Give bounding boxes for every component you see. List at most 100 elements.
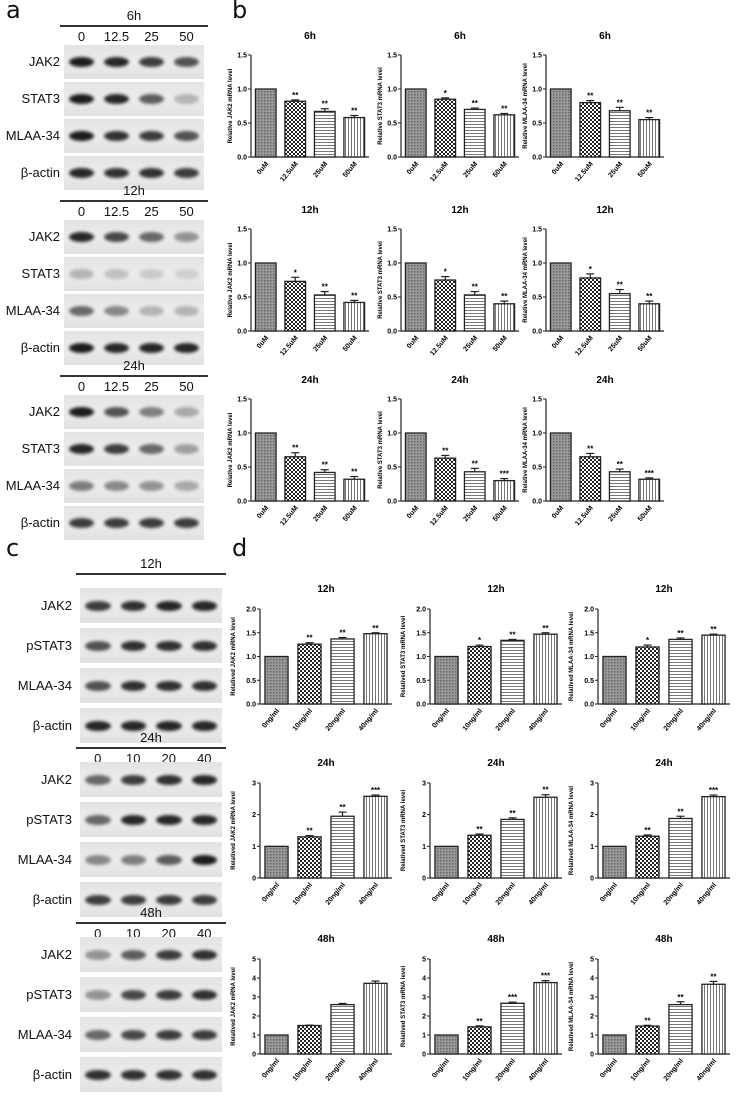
y-tick-label: 1.5 bbox=[237, 53, 247, 60]
significance-marker: ** bbox=[542, 624, 549, 633]
significance-marker: ** bbox=[351, 107, 358, 116]
lane-label: 25 bbox=[144, 29, 159, 44]
bar-chart-b-24h: 24h Relative JAK2 mRNA level 0.0 0.5 1.0 1.5 0… bbox=[228, 375, 369, 527]
blot-band bbox=[139, 269, 164, 279]
x-tick-label: 12.5uM bbox=[429, 161, 450, 184]
y-tick-label: 5 bbox=[252, 957, 256, 964]
blot-row-label: STAT3 bbox=[21, 91, 60, 106]
blot-strip bbox=[64, 469, 204, 503]
bar bbox=[343, 301, 366, 332]
blot-band bbox=[104, 407, 129, 417]
lane-label: 25 bbox=[144, 379, 159, 394]
blot-band bbox=[120, 854, 146, 865]
blot-band bbox=[174, 481, 199, 491]
y-tick-label: 1 bbox=[252, 844, 256, 851]
x-tick-label: 40ng/ml bbox=[696, 1058, 718, 1083]
bar bbox=[284, 100, 307, 158]
y-tick-label: 0.0 bbox=[584, 702, 594, 709]
blot-header-line bbox=[76, 573, 226, 575]
bar bbox=[297, 1024, 322, 1055]
y-tick-label: 1 bbox=[252, 1033, 256, 1040]
bar bbox=[608, 471, 631, 502]
significance-marker: ** bbox=[339, 803, 346, 812]
blot-row-label: STAT3 bbox=[21, 441, 60, 456]
y-tick-label: 1.0 bbox=[532, 261, 542, 268]
bar-chart-d-12h: 12h Relatived JAK2 mRNA level 0.0 0.5 1.0 1.5… bbox=[231, 584, 392, 733]
y-axis-label: Relative STAT3 mRNA level bbox=[378, 67, 384, 145]
x-tick-label: 10ng/ml bbox=[630, 1058, 652, 1083]
x-tick-label: 0ng/ml bbox=[431, 882, 451, 904]
significance-marker: * bbox=[478, 636, 482, 645]
blot-time-header: 24h bbox=[123, 358, 145, 373]
bar-chart-d-24h: 24h Relatived MLAA-34 mRNA level 0 1 2 3 0ng/m… bbox=[569, 758, 730, 907]
blot-band bbox=[69, 131, 94, 141]
blot-strip bbox=[64, 294, 204, 328]
bar bbox=[608, 110, 631, 158]
bar-chart-d-48h: 48h Relatived JAK2 mRNA level 0 1 2 3 4 5 0ng/ml… bbox=[231, 934, 392, 1083]
bar bbox=[549, 88, 572, 158]
x-tick-label: 40ng/ml bbox=[358, 1058, 380, 1083]
blot-strip bbox=[80, 1057, 222, 1092]
blot-band bbox=[85, 1029, 111, 1040]
bar bbox=[363, 633, 388, 705]
blot-band bbox=[139, 168, 164, 178]
blot-time-header: 24h bbox=[140, 730, 162, 745]
y-axis-label: Relatived MLAA-34 mRNA level bbox=[569, 786, 575, 875]
blot-band bbox=[191, 720, 217, 731]
blot-band bbox=[104, 444, 129, 454]
x-tick-label: 0ng/ml bbox=[599, 708, 619, 730]
blot-strip bbox=[64, 220, 204, 254]
chart-title: 24h bbox=[655, 758, 672, 769]
lane-label: 25 bbox=[144, 204, 159, 219]
y-tick-label: 0.0 bbox=[237, 329, 247, 336]
significance-marker: ** bbox=[501, 104, 508, 113]
y-tick-label: 0.5 bbox=[237, 295, 247, 302]
x-tick-label: 20ng/ml bbox=[495, 1058, 517, 1083]
x-tick-label: 0ng/ml bbox=[599, 882, 619, 904]
significance-marker: ** bbox=[677, 629, 684, 638]
blot-row-label: MLAA-34 bbox=[5, 303, 60, 318]
bar bbox=[467, 1026, 492, 1055]
blot-band bbox=[139, 444, 164, 454]
x-tick-label: 40ng/ml bbox=[528, 1058, 550, 1083]
blot-strip bbox=[80, 668, 222, 703]
bar bbox=[434, 98, 457, 158]
y-tick-label: 2 bbox=[422, 1014, 426, 1021]
chart-title: 24h bbox=[596, 375, 613, 386]
y-axis-label: Relative JAK2 mRNA level bbox=[228, 68, 234, 143]
blot-band bbox=[174, 131, 199, 141]
x-tick-label: 0ng/ml bbox=[261, 1058, 281, 1080]
chart-title: 48h bbox=[487, 934, 504, 945]
bar bbox=[434, 457, 457, 502]
blot-strip bbox=[80, 802, 222, 837]
x-tick-label: 50uM bbox=[342, 161, 359, 179]
x-tick-label: 0uM bbox=[406, 335, 420, 350]
y-axis-label: Relatived STAT3 mRNA level bbox=[401, 966, 407, 1048]
bar bbox=[463, 471, 486, 502]
x-tick-label: 10ng/ml bbox=[292, 1058, 314, 1083]
x-tick-label: 10ng/ml bbox=[462, 1058, 484, 1083]
panel-label-b: b bbox=[232, 0, 248, 24]
chart-title: 12h bbox=[301, 205, 318, 216]
bar-chart-b-12h: 12h Relative STAT3 mRNA level 0.0 0.5 1.0 1.5… bbox=[378, 205, 519, 357]
blot-band bbox=[174, 269, 199, 279]
x-tick-label: 50uM bbox=[637, 161, 654, 179]
y-axis-label: Relatived MLAA-34 mRNA level bbox=[569, 612, 575, 701]
bar-chart-b-12h: 12h Relative JAK2 mRNA level 0.0 0.5 1.0 1.5 0… bbox=[228, 205, 369, 357]
y-tick-label: 2 bbox=[590, 1014, 594, 1021]
bar bbox=[404, 262, 427, 332]
x-tick-label: 50uM bbox=[637, 335, 654, 353]
blot-band bbox=[174, 306, 199, 316]
significance-marker: ** bbox=[501, 292, 508, 301]
bar bbox=[602, 845, 627, 879]
y-tick-label: 0.5 bbox=[532, 465, 542, 472]
y-tick-label: 4 bbox=[252, 976, 256, 983]
blot-row-label: β-actin bbox=[32, 1066, 72, 1082]
lane-label: 12.5 bbox=[103, 204, 130, 219]
x-tick-label: 12.5uM bbox=[429, 505, 450, 528]
chart-title: 6h bbox=[599, 31, 611, 42]
bar bbox=[608, 292, 631, 332]
bar bbox=[668, 1003, 693, 1055]
blot-strip bbox=[80, 977, 222, 1012]
